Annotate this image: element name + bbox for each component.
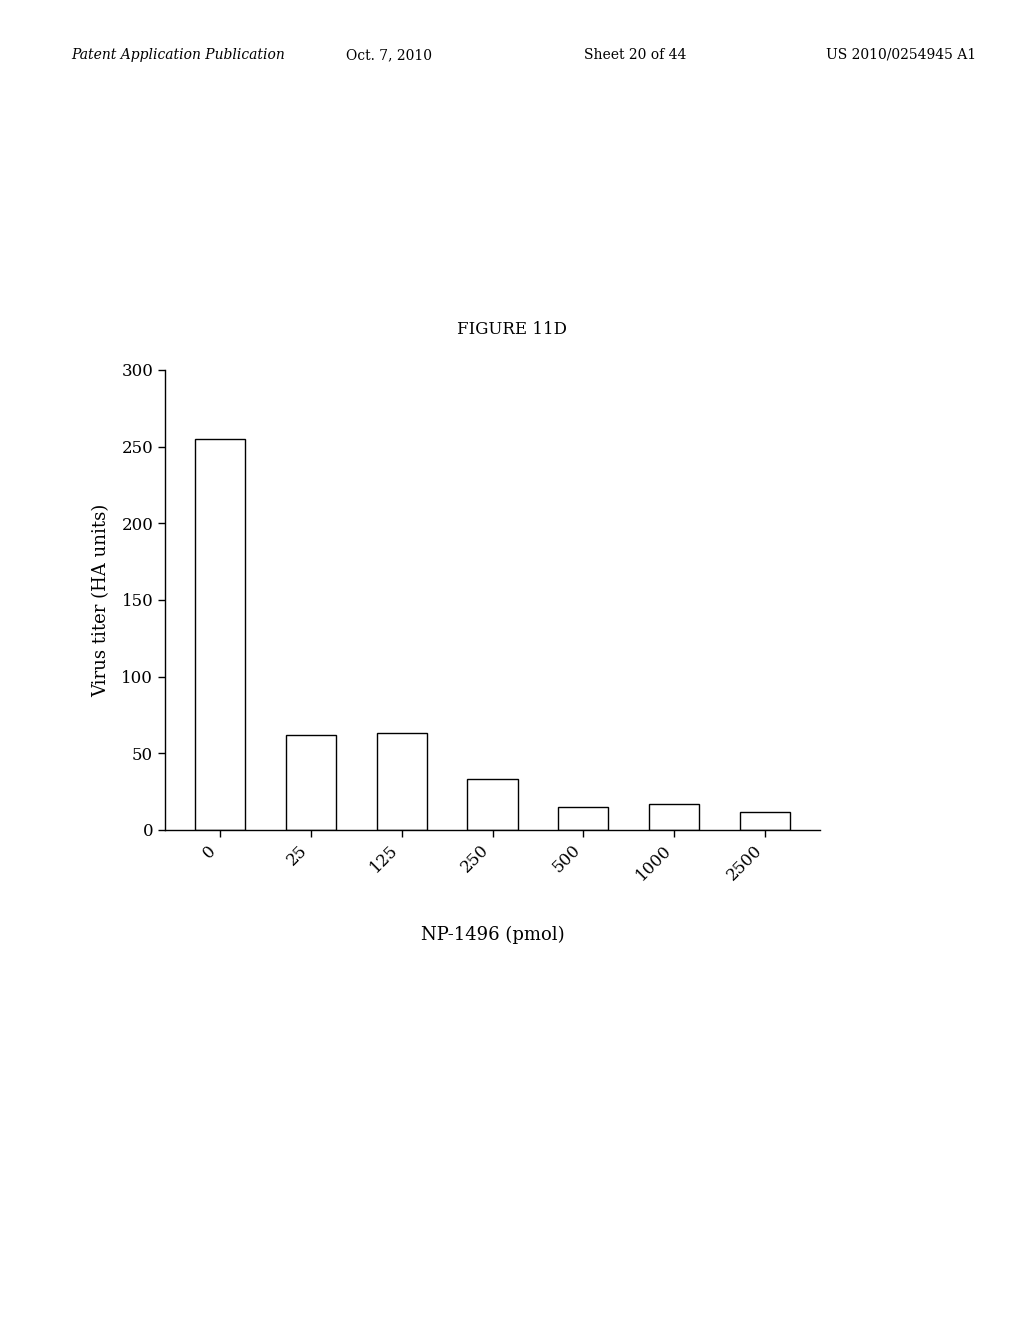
Bar [468,779,517,830]
Bar [558,807,608,830]
Bar [649,804,699,830]
Y-axis label: Virus titer (HA units): Virus titer (HA units) [92,503,111,697]
Bar [377,734,427,830]
Text: Patent Application Publication: Patent Application Publication [72,48,286,62]
Text: US 2010/0254945 A1: US 2010/0254945 A1 [826,48,976,62]
Bar [195,440,245,830]
Text: FIGURE 11D: FIGURE 11D [457,322,567,338]
Bar [286,735,336,830]
Text: Oct. 7, 2010: Oct. 7, 2010 [346,48,432,62]
Bar [740,812,791,830]
X-axis label: NP-1496 (pmol): NP-1496 (pmol) [421,925,564,944]
Text: Sheet 20 of 44: Sheet 20 of 44 [584,48,686,62]
